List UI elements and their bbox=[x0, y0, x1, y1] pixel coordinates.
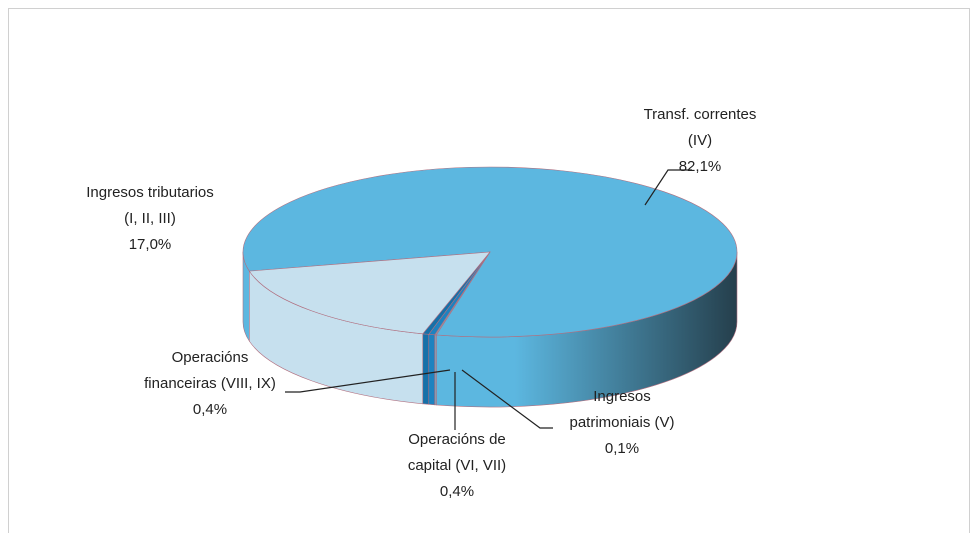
value-label: 17,0% bbox=[129, 236, 172, 253]
category-label: Ingresos tributarios bbox=[86, 184, 214, 201]
category-label: Ingresos bbox=[593, 388, 651, 405]
category-label: (I, II, III) bbox=[124, 210, 176, 227]
category-label: Transf. correntes bbox=[644, 106, 757, 123]
pie-tops bbox=[242, 166, 738, 338]
value-label: 82,1% bbox=[679, 158, 722, 175]
category-label: Operacións bbox=[172, 349, 249, 366]
leader-line bbox=[285, 369, 451, 393]
chart-frame bbox=[8, 8, 970, 533]
labels: Transf. correntes (IV) 82,1% Ingresos patrim… bbox=[86, 106, 756, 500]
pie-side bbox=[422, 333, 430, 405]
category-label: Operacións de bbox=[408, 431, 506, 448]
pie-side bbox=[428, 334, 436, 406]
category-label: financeiras (VIII, IX) bbox=[144, 375, 276, 392]
value-label: 0,1% bbox=[605, 440, 639, 457]
leader-line bbox=[461, 369, 553, 429]
category-label: patrimoniais (V) bbox=[569, 414, 674, 431]
category-label: capital (VI, VII) bbox=[408, 457, 506, 474]
value-label: 0,4% bbox=[440, 483, 474, 500]
pie-slice bbox=[248, 251, 491, 335]
value-label: 0,4% bbox=[193, 401, 227, 418]
leader-line bbox=[644, 169, 692, 206]
category-label: (IV) bbox=[688, 132, 712, 149]
